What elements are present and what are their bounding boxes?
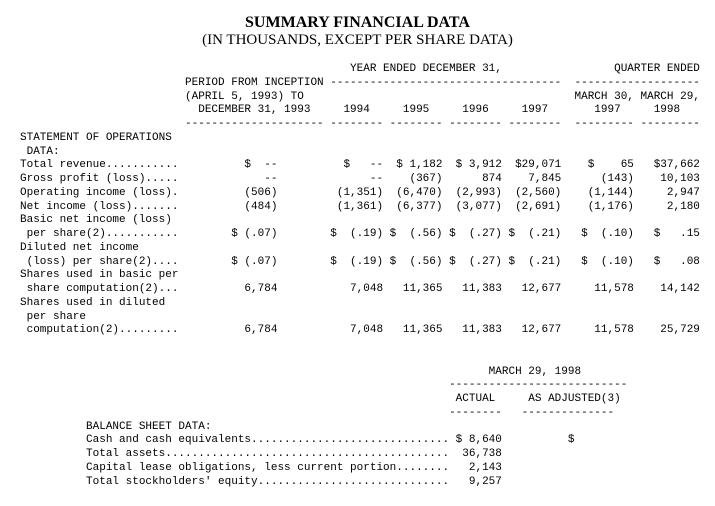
page-title: SUMMARY FINANCIAL DATA: [20, 14, 695, 32]
page-subtitle: (IN THOUSANDS, EXCEPT PER SHARE DATA): [20, 32, 695, 49]
financial-table: YEAR ENDED DECEMBER 31, QUARTER ENDED PE…: [20, 63, 695, 489]
